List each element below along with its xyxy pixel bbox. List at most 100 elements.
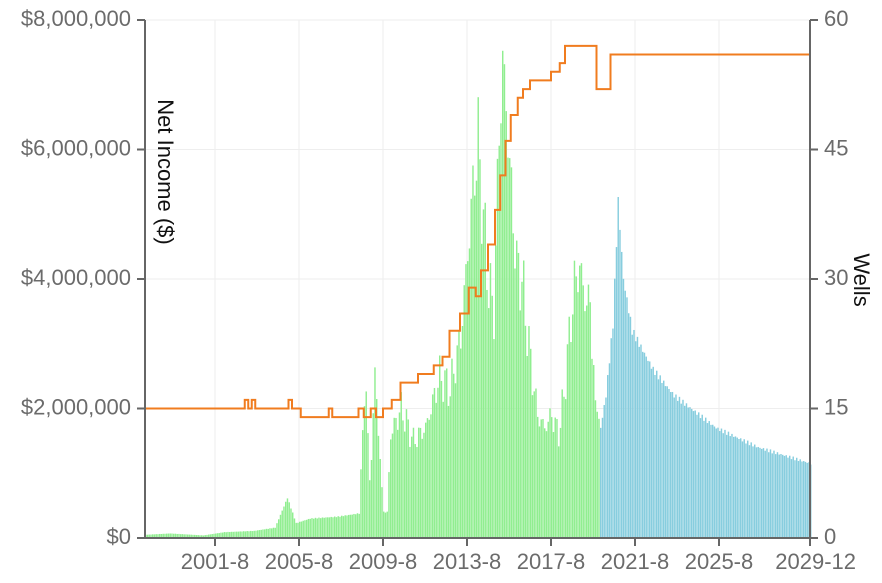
net-income-bar [307, 518, 310, 538]
net-income-bar [398, 412, 401, 538]
left-tick-label: $2,000,000 [21, 394, 131, 419]
net-income-bar [542, 418, 544, 538]
net-income-bar [260, 529, 262, 538]
net-income-bar [292, 512, 294, 538]
forecast-bar [748, 445, 751, 538]
forecast-bar [778, 454, 780, 538]
forecast-bar [668, 388, 670, 538]
net-income-bar [209, 534, 212, 538]
net-income-bar [421, 438, 423, 538]
net-income-bar [208, 534, 210, 538]
net-income-bar [355, 514, 357, 538]
net-income-bar [171, 533, 173, 538]
net-income-bar [234, 531, 236, 538]
forecast-bar [794, 460, 796, 538]
forecast-bar [696, 414, 698, 538]
forecast-bar [619, 229, 621, 538]
forecast-bar [645, 356, 647, 538]
net-income-bar [407, 419, 409, 538]
net-income-bar [185, 534, 187, 538]
right-tick-label: 0 [824, 524, 836, 549]
forecast-bar [661, 382, 663, 538]
net-income-bar [470, 198, 472, 538]
net-income-bar [166, 533, 168, 538]
forecast-bar [743, 439, 745, 538]
net-income-bar [488, 308, 490, 538]
net-income-bar [493, 339, 495, 538]
forecast-bar [727, 431, 730, 538]
forecast-bar [677, 400, 679, 538]
forecast-bar [601, 417, 604, 538]
net-income-bar [414, 444, 416, 538]
forecast-bar [733, 436, 735, 538]
net-income-bar [148, 534, 150, 538]
net-income-bar [262, 529, 264, 538]
forecast-bar [754, 444, 756, 538]
forecast-bar [769, 449, 772, 538]
net-income-bar [269, 528, 271, 538]
net-income-bar [239, 531, 241, 538]
net-income-bar [316, 518, 318, 538]
net-income-bar [330, 516, 332, 538]
net-income-bar [155, 534, 157, 538]
net-income-bar [358, 513, 360, 538]
net-income-bar [587, 284, 590, 538]
net-income-bar [584, 311, 586, 538]
net-income-bar [559, 427, 562, 538]
net-income-bar [213, 533, 215, 538]
net-income-bar [323, 517, 325, 538]
forecast-bar [775, 454, 777, 538]
forecast-bar [757, 446, 759, 538]
net-income-bar [218, 533, 220, 538]
net-income-bar [472, 165, 474, 538]
forecast-bar [685, 403, 688, 538]
forecast-bar [622, 278, 625, 538]
forecast-bar [797, 461, 800, 538]
net-income-bar [377, 435, 380, 538]
forecast-bar [628, 313, 630, 538]
net-income-bar [582, 285, 584, 538]
forecast-bar [694, 410, 696, 538]
net-income-bar [159, 533, 161, 538]
net-income-bar [479, 159, 481, 538]
net-income-bar [146, 534, 149, 538]
forecast-bar [654, 374, 656, 538]
forecast-bar [663, 380, 665, 538]
net-income-bar [514, 268, 516, 538]
net-income-bar [157, 534, 159, 538]
forecast-bar [624, 290, 626, 538]
net-income-bar [306, 519, 308, 538]
net-income-bar [337, 516, 339, 538]
net-income-bar [295, 522, 297, 538]
net-income-bar [388, 472, 390, 538]
forecast-bar [692, 411, 695, 538]
net-income-bar [516, 240, 518, 538]
net-income-bar [475, 180, 478, 538]
net-income-bar [211, 534, 213, 538]
net-income-bar [500, 123, 502, 539]
net-income-bar [267, 528, 269, 538]
forecast-bar [615, 247, 618, 538]
net-income-bar [430, 414, 432, 538]
net-income-bar [395, 417, 397, 538]
net-income-bar [591, 358, 593, 538]
forecast-bar [610, 338, 612, 538]
net-income-bar [477, 97, 479, 538]
net-income-bar [530, 348, 532, 538]
forecast-bar [705, 417, 707, 538]
net-income-bar [526, 356, 528, 538]
right-tick-label: 60 [824, 6, 848, 31]
net-income-bar [589, 302, 591, 538]
forecast-bar [631, 334, 633, 538]
net-income-bar [215, 533, 217, 538]
forecast-bar [762, 448, 765, 538]
net-income-bar [412, 427, 415, 538]
forecast-bar [656, 370, 658, 538]
forecast-bar [808, 462, 810, 538]
net-income-bar [440, 380, 443, 538]
net-income-bar [446, 368, 448, 538]
net-income-bar [176, 533, 178, 538]
net-income-bar [426, 418, 429, 538]
net-income-bar [164, 533, 166, 538]
net-income-bar [425, 422, 427, 538]
